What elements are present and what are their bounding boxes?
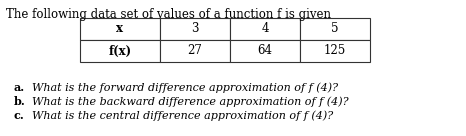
Text: 5: 5 xyxy=(331,22,339,35)
Bar xyxy=(300,18,370,40)
Text: The following data set of values of a function f is given: The following data set of values of a fu… xyxy=(6,8,331,21)
Bar xyxy=(160,40,230,62)
Bar xyxy=(160,18,230,40)
Bar xyxy=(230,40,300,62)
Text: 27: 27 xyxy=(187,44,202,58)
Text: What is the backward difference approximation of f (4)?: What is the backward difference approxim… xyxy=(32,96,349,107)
Text: What is the forward difference approximation of f (4)?: What is the forward difference approxima… xyxy=(32,82,338,93)
Text: 3: 3 xyxy=(191,22,199,35)
Text: c.: c. xyxy=(14,110,25,121)
Text: 64: 64 xyxy=(258,44,273,58)
Text: 125: 125 xyxy=(324,44,346,58)
Bar xyxy=(230,18,300,40)
Bar xyxy=(80,40,160,62)
Text: f(x): f(x) xyxy=(109,44,131,58)
Text: b.: b. xyxy=(14,96,26,107)
Text: x: x xyxy=(116,22,123,35)
Text: a.: a. xyxy=(14,82,25,93)
Bar xyxy=(300,40,370,62)
Text: What is the central difference approximation of f (4)?: What is the central difference approxima… xyxy=(32,110,333,120)
Text: 4: 4 xyxy=(261,22,269,35)
Bar xyxy=(80,18,160,40)
